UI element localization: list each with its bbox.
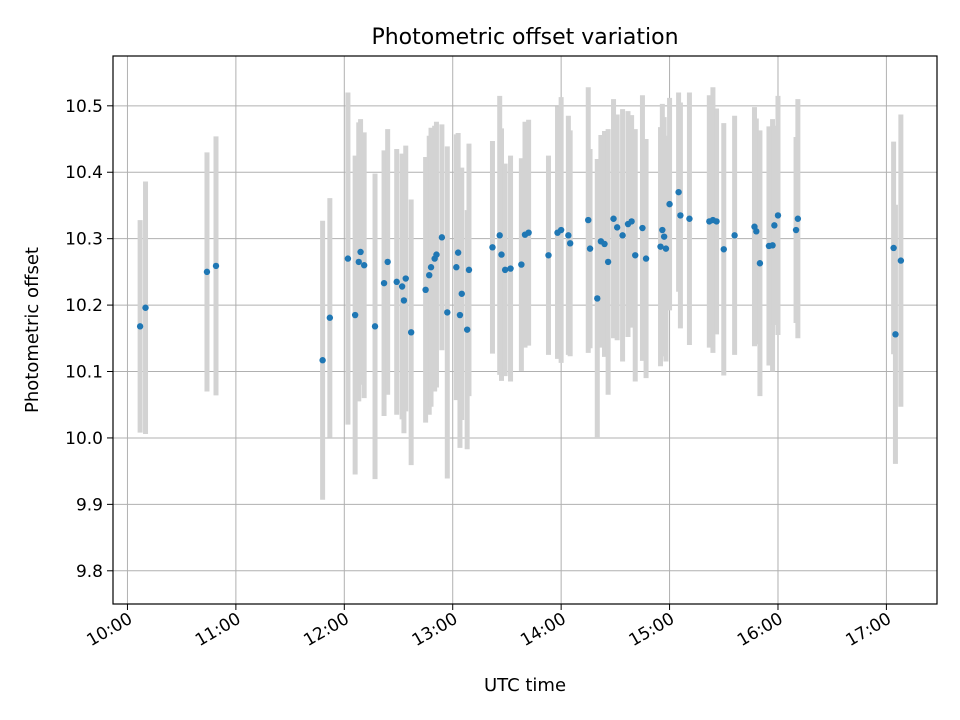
data-point xyxy=(465,266,473,274)
data-point xyxy=(438,234,446,241)
data-point xyxy=(774,212,782,219)
data-point xyxy=(892,331,899,338)
data-point xyxy=(610,215,617,222)
y-tick-label: 10.0 xyxy=(65,429,103,449)
data-point xyxy=(601,240,608,248)
x-tick-label: 14:00 xyxy=(517,609,569,651)
y-tick-label: 10.3 xyxy=(65,230,103,250)
data-point xyxy=(458,290,465,297)
data-point xyxy=(753,228,760,235)
data-point xyxy=(662,245,670,252)
data-point xyxy=(507,265,514,272)
data-point xyxy=(713,218,720,225)
data-point xyxy=(501,266,509,274)
data-point xyxy=(677,212,684,219)
data-point xyxy=(384,258,391,266)
data-point xyxy=(897,257,905,264)
data-point xyxy=(769,242,776,249)
y-tick-label: 10.1 xyxy=(65,363,103,383)
data-point xyxy=(496,232,503,239)
x-axis: 10:00 11:00 12:00 13:00 14:00 15:00 16:00 17:00 xyxy=(84,604,895,651)
data-point xyxy=(357,248,364,256)
data-point xyxy=(371,323,379,330)
data-point xyxy=(427,264,435,271)
data-point xyxy=(675,188,682,196)
data-points xyxy=(136,188,905,364)
data-point xyxy=(489,244,496,251)
data-point xyxy=(628,218,635,225)
y-axis-label: Photometric offset xyxy=(22,247,43,413)
data-point xyxy=(518,261,525,268)
data-point xyxy=(400,297,408,304)
data-point xyxy=(407,329,415,336)
data-point xyxy=(498,251,505,258)
data-point xyxy=(433,251,440,258)
x-tick-label: 11:00 xyxy=(192,609,244,651)
x-tick-label: 17:00 xyxy=(842,609,894,651)
data-point xyxy=(794,215,802,222)
data-point xyxy=(586,245,594,252)
data-point xyxy=(525,229,532,236)
data-point xyxy=(585,216,592,224)
data-point xyxy=(657,243,664,250)
data-point xyxy=(594,295,601,302)
y-tick-label: 10.5 xyxy=(65,97,103,117)
data-point xyxy=(453,264,460,271)
data-point xyxy=(355,258,362,266)
x-tick-label: 16:00 xyxy=(734,609,786,651)
data-point xyxy=(545,252,552,259)
data-point xyxy=(444,309,451,316)
y-tick-label: 10.2 xyxy=(65,296,103,316)
chart-title: Photometric offset variation xyxy=(371,25,678,50)
data-point xyxy=(686,215,693,222)
data-point xyxy=(203,268,211,276)
data-point xyxy=(659,226,666,234)
data-point xyxy=(380,279,388,287)
data-point xyxy=(720,246,727,253)
y-tick-label: 9.9 xyxy=(76,495,103,515)
data-point xyxy=(398,283,406,290)
y-axis: 9.8 9.9 10.0 10.1 10.2 10.3 10.4 10.5 xyxy=(65,97,113,582)
plot-frame xyxy=(112,55,938,605)
x-axis-label: UTC time xyxy=(484,675,566,696)
data-point xyxy=(613,224,621,231)
data-point xyxy=(565,232,572,239)
data-point xyxy=(566,240,574,247)
data-point xyxy=(771,222,778,229)
y-tick-label: 9.8 xyxy=(76,562,103,582)
data-point xyxy=(142,304,149,311)
data-point xyxy=(463,326,471,333)
x-tick-label: 13:00 xyxy=(409,609,461,651)
y-tick-label: 10.4 xyxy=(65,163,103,183)
x-tick-label: 10:00 xyxy=(84,609,136,651)
data-point xyxy=(731,232,738,239)
data-point xyxy=(422,286,429,294)
data-point xyxy=(344,255,352,262)
data-point xyxy=(456,311,464,319)
data-point xyxy=(660,233,668,240)
data-point xyxy=(402,275,409,282)
x-tick-label: 12:00 xyxy=(300,609,352,651)
data-point xyxy=(393,278,400,286)
data-point xyxy=(639,224,646,232)
data-point xyxy=(619,232,626,239)
data-point xyxy=(632,252,639,259)
data-point xyxy=(212,262,220,270)
data-point xyxy=(604,258,612,266)
data-point xyxy=(642,255,650,262)
data-point xyxy=(426,272,433,279)
data-point xyxy=(319,357,326,364)
data-point xyxy=(351,311,359,319)
data-point xyxy=(792,226,800,234)
data-point xyxy=(454,249,462,256)
data-point xyxy=(136,323,144,330)
x-tick-label: 15:00 xyxy=(626,609,678,651)
data-point xyxy=(326,314,334,321)
data-point xyxy=(666,200,673,208)
data-point xyxy=(756,260,764,267)
data-point xyxy=(557,226,565,234)
data-point xyxy=(890,244,897,252)
data-point xyxy=(360,262,368,269)
